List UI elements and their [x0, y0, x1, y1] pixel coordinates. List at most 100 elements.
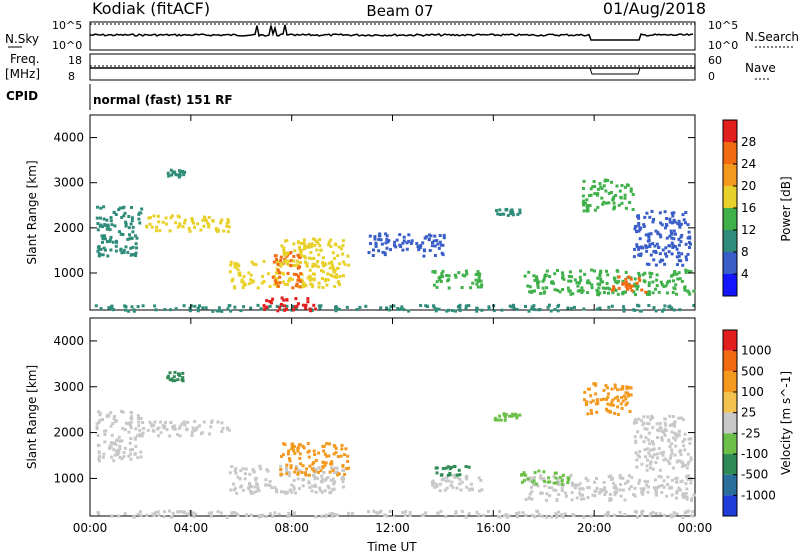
data-cell [656, 456, 660, 460]
data-cell [338, 283, 341, 286]
data-cell [546, 305, 550, 309]
data-cell [176, 510, 180, 514]
data-cell [572, 513, 576, 517]
data-cell [553, 272, 557, 276]
nave-tick-top: 60 [708, 54, 722, 67]
data-cell [271, 514, 275, 518]
data-cell [664, 284, 668, 288]
data-cell [387, 308, 391, 312]
data-cell [670, 221, 674, 225]
data-cell [610, 387, 614, 391]
data-cell [188, 229, 192, 233]
data-cell [479, 479, 483, 482]
data-cell [447, 274, 451, 278]
data-cell [112, 417, 116, 421]
data-cell [677, 486, 681, 490]
data-cell [692, 289, 696, 293]
data-cell [316, 476, 319, 480]
data-cell [676, 277, 680, 281]
data-cell [120, 216, 124, 219]
colorbar-swatch [723, 412, 737, 434]
data-cell [115, 450, 119, 454]
data-cell [460, 286, 464, 289]
data-cell [535, 275, 539, 279]
data-cell [446, 465, 450, 469]
data-cell [451, 485, 455, 489]
data-cell [129, 457, 133, 461]
data-cell [679, 235, 683, 239]
data-cell [452, 464, 456, 468]
data-cell [317, 253, 321, 257]
data-cell [405, 241, 409, 245]
data-cell [229, 488, 233, 492]
data-cell [280, 302, 283, 306]
data-cell [163, 425, 167, 429]
data-cell [176, 433, 180, 437]
data-cell [633, 435, 637, 439]
data-cell [402, 235, 406, 239]
data-cell [628, 283, 632, 287]
data-cell [272, 260, 276, 264]
data-cell [176, 173, 180, 177]
data-cell [652, 486, 656, 490]
data-cell [154, 511, 157, 515]
data-cell [252, 470, 256, 474]
data-cell [385, 234, 389, 238]
data-cell [593, 269, 596, 273]
data-cell [548, 275, 552, 278]
data-cell [674, 444, 678, 448]
freq-label-1: Freq. [10, 52, 40, 66]
nsearch-tick-bottom: 10^0 [708, 39, 738, 52]
data-cell [627, 275, 631, 279]
data-cell [450, 309, 454, 313]
data-cell [232, 511, 236, 514]
data-cell [647, 262, 651, 266]
data-cell [593, 185, 597, 188]
data-cell [181, 169, 185, 173]
data-cell [626, 391, 630, 395]
data-cell [320, 514, 324, 518]
data-cell [169, 308, 172, 312]
data-cell [566, 286, 570, 290]
data-cell [181, 371, 185, 375]
data-cell [137, 217, 141, 221]
data-cell [285, 261, 289, 265]
data-cell [225, 221, 229, 225]
data-cell [343, 453, 347, 457]
data-cell [294, 491, 297, 495]
data-cell [119, 247, 123, 251]
data-cell [347, 466, 351, 470]
data-cell [242, 305, 245, 309]
data-cell [302, 238, 306, 242]
data-cell [141, 431, 145, 435]
data-cell [345, 305, 349, 309]
data-cell [105, 227, 109, 231]
data-cell [555, 481, 559, 485]
data-cell [178, 173, 182, 176]
data-cell [634, 451, 638, 455]
data-cell [438, 278, 442, 282]
data-cell [563, 512, 567, 516]
data-cell [274, 254, 278, 258]
data-cell [113, 453, 117, 457]
data-cell [647, 284, 651, 287]
data-cell [471, 487, 474, 491]
data-cell [518, 211, 522, 215]
data-cell [196, 306, 200, 310]
data-cell [625, 401, 629, 405]
data-cell [647, 422, 651, 426]
data-cell [101, 418, 104, 422]
data-cell [642, 487, 646, 491]
data-cell [99, 247, 103, 251]
data-cell [297, 275, 300, 278]
data-cell [321, 256, 325, 260]
data-cell [454, 510, 458, 514]
data-cell [98, 253, 102, 257]
beam-title: Beam 07 [366, 2, 433, 20]
data-cell [629, 187, 633, 191]
data-cell [293, 305, 297, 309]
data-cell [264, 478, 268, 482]
data-cell [289, 513, 292, 517]
data-cell [658, 421, 662, 425]
